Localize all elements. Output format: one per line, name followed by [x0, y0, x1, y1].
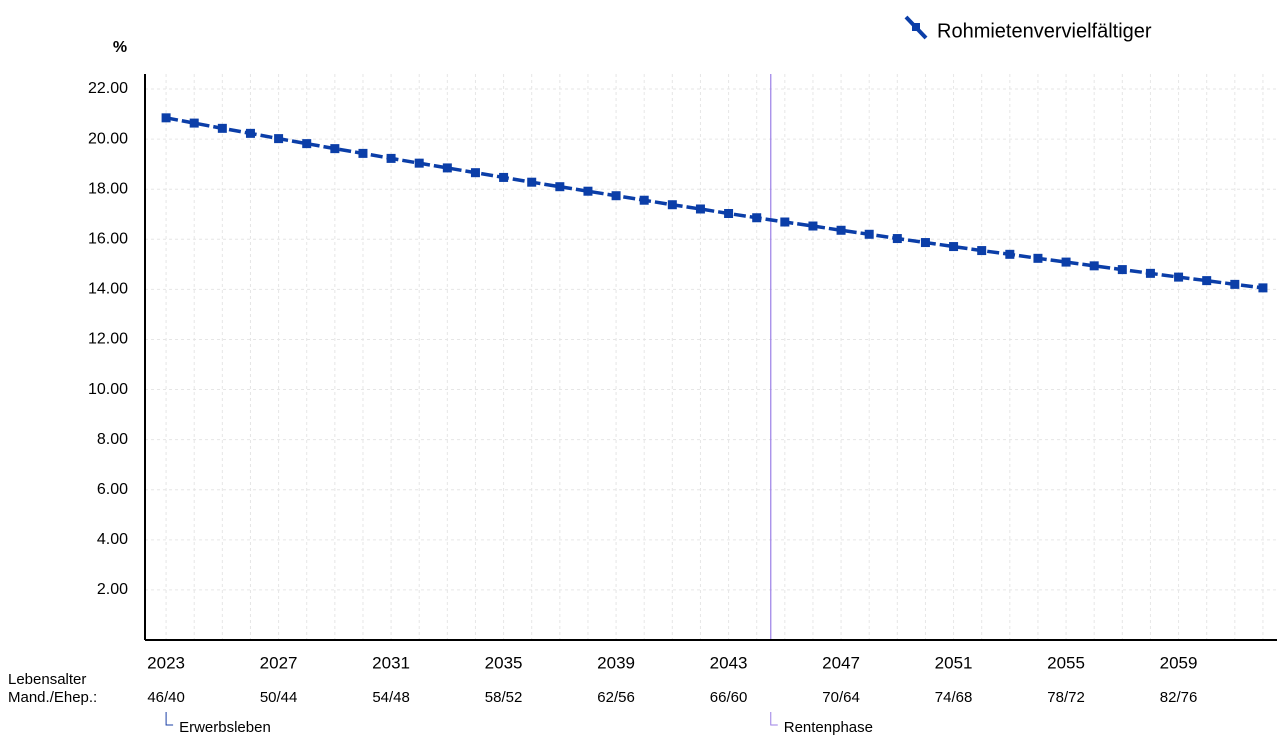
point-marker — [527, 177, 537, 187]
point-marker — [920, 238, 930, 248]
point-marker — [752, 213, 762, 223]
point-marker — [414, 158, 424, 168]
point-marker — [583, 186, 593, 196]
x-tick-label: 2027 — [260, 653, 298, 672]
point-marker — [302, 139, 312, 149]
x-tick-label: 2051 — [935, 653, 973, 672]
phase-label: Erwerbsleben — [179, 719, 271, 736]
point-marker — [639, 195, 649, 205]
point-marker — [695, 204, 705, 214]
point-marker — [161, 113, 171, 123]
y-tick-label: 4.00 — [97, 531, 128, 548]
x-tick-label: 2059 — [1160, 653, 1198, 672]
age-label: 50/44 — [260, 689, 298, 706]
point-marker — [1258, 283, 1268, 293]
point-marker — [1145, 268, 1155, 278]
point-marker — [330, 144, 340, 154]
y-tick-label: 6.00 — [97, 481, 128, 498]
legend-label: Rohmietenvervielfältiger — [937, 20, 1152, 42]
y-tick-label: 14.00 — [88, 281, 128, 298]
legend-icon — [912, 23, 920, 31]
point-marker — [499, 172, 509, 182]
age-label: 78/72 — [1047, 689, 1085, 706]
phase-bracket — [165, 712, 174, 726]
age-row-label: Mand./Ehep.: — [8, 689, 97, 706]
point-marker — [274, 134, 284, 144]
point-marker — [949, 242, 959, 252]
y-tick-label: 2.00 — [97, 581, 128, 598]
point-marker — [189, 118, 199, 128]
point-marker — [836, 225, 846, 235]
point-marker — [470, 168, 480, 178]
point-marker — [864, 229, 874, 239]
point-marker — [667, 200, 677, 210]
point-marker — [724, 208, 734, 218]
point-marker — [442, 163, 452, 173]
x-tick-label: 2055 — [1047, 653, 1085, 672]
phase-bracket — [770, 712, 778, 726]
point-marker — [358, 148, 368, 158]
x-tick-label: 2023 — [147, 653, 185, 672]
age-label: 82/76 — [1160, 689, 1198, 706]
point-marker — [1174, 272, 1184, 282]
point-marker — [555, 182, 565, 192]
x-tick-label: 2031 — [372, 653, 410, 672]
y-tick-label: 8.00 — [97, 431, 128, 448]
age-label: 74/68 — [935, 689, 973, 706]
age-label: 46/40 — [147, 689, 185, 706]
series-line — [165, 116, 1264, 290]
x-tick-label: 2035 — [485, 653, 523, 672]
point-marker — [892, 234, 902, 244]
point-marker — [611, 191, 621, 201]
point-marker — [808, 221, 818, 231]
y-tick-label: 12.00 — [88, 331, 128, 348]
point-marker — [1202, 276, 1212, 286]
point-marker — [1117, 265, 1127, 275]
point-marker — [1230, 279, 1240, 289]
x-tick-label: 2039 — [597, 653, 635, 672]
point-marker — [977, 246, 987, 256]
y-unit: % — [113, 39, 127, 56]
x-tick-label: 2047 — [822, 653, 860, 672]
point-marker — [1061, 257, 1071, 267]
age-label: 54/48 — [372, 689, 410, 706]
y-tick-label: 22.00 — [88, 80, 128, 97]
point-marker — [386, 153, 396, 163]
point-marker — [217, 123, 227, 133]
age-label: 70/64 — [822, 689, 860, 706]
age-label: 58/52 — [485, 689, 523, 706]
x-tick-label: 2043 — [710, 653, 748, 672]
point-marker — [1089, 261, 1099, 271]
age-label: 66/60 — [710, 689, 748, 706]
point-marker — [780, 217, 790, 227]
point-marker — [1033, 253, 1043, 263]
phase-label: Rentenphase — [784, 719, 873, 736]
y-tick-label: 16.00 — [88, 231, 128, 248]
point-marker — [245, 128, 255, 138]
y-tick-label: 20.00 — [88, 130, 128, 147]
age-label: 62/56 — [597, 689, 635, 706]
point-marker — [1005, 249, 1015, 259]
y-tick-label: 10.00 — [88, 381, 128, 398]
y-tick-label: 18.00 — [88, 180, 128, 197]
age-row-label: Lebensalter — [8, 671, 86, 688]
